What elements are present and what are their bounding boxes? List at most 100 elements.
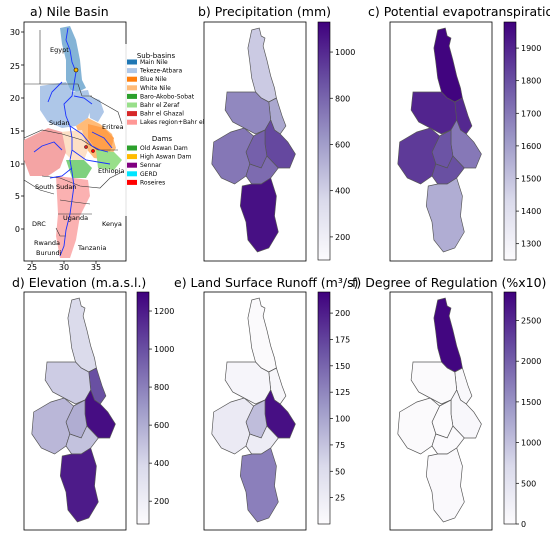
subbasin-main <box>67 297 97 373</box>
legend-label: Roseires <box>140 179 165 186</box>
legend-swatch <box>127 162 137 168</box>
legend-label: GERD <box>140 171 158 178</box>
colorbar-tick-label: 50 <box>335 467 345 476</box>
subbasin-main <box>247 297 277 373</box>
panel-c-map <box>397 27 482 253</box>
y-tick: 5 <box>15 192 20 201</box>
panel-a-title: a) Nile Basin <box>30 4 109 19</box>
legend-label: Bahr el Ghazal <box>140 111 184 118</box>
y-tick: 25 <box>10 62 20 71</box>
y-tick: 30 <box>10 28 20 37</box>
country-label: DRC <box>32 220 46 228</box>
country-label: Ethiopia <box>98 167 124 175</box>
dam-marker <box>91 149 95 153</box>
colorbar-tick-label: 150 <box>335 362 350 371</box>
colorbar-tick-label: 400 <box>154 459 169 468</box>
panel-b-title: b) Precipitation (mm) <box>198 4 331 19</box>
panel-a: a) Nile Basin 30 25 20 15 10 5 0 25 30 3… <box>10 4 221 272</box>
panel-a-y-ticks: 30 25 20 15 10 5 0 <box>10 28 24 234</box>
panel-a-x-ticks: 25 30 35 <box>27 261 101 272</box>
legend-label: White Nile <box>140 85 171 92</box>
colorbar-tick-label: 0 <box>521 520 526 529</box>
y-tick: 15 <box>10 127 20 136</box>
subbasin-lakes <box>239 177 279 253</box>
panel-d: d) Elevation (m.a.s.l.) 1200 1000 800 600 40… <box>12 275 174 531</box>
panel-b: b) Precipitation (mm) 1000 800 600 400 200 <box>198 4 355 262</box>
country-label: Uganda <box>63 214 88 222</box>
legend-swatch <box>127 76 137 82</box>
colorbar-tick-label: 1800 <box>521 77 541 86</box>
panel-a-country-labels: Egypt Sudan South Sudan Ethiopia Eritrea… <box>32 46 124 257</box>
colorbar-tick-label: 200 <box>335 309 350 318</box>
colorbar <box>136 291 150 525</box>
legend-swatch <box>127 59 137 65</box>
legend-swatch <box>127 171 137 177</box>
legend-swatch <box>127 111 137 117</box>
subbasins-legend-title: Sub-basins <box>137 52 176 60</box>
colorbar-tick-label: 2500 <box>521 316 541 325</box>
colorbar-tick-label: 500 <box>521 479 536 488</box>
panel-c: c) Potential evapotranspiration (mm) 190… <box>368 4 550 262</box>
colorbar-tick-label: 125 <box>335 388 350 397</box>
dam-marker <box>84 145 88 149</box>
y-tick: 20 <box>10 94 20 103</box>
y-tick: 0 <box>15 225 20 234</box>
colorbar-tick-label: 200 <box>154 497 169 506</box>
legend-label: Tekeze-Atbara <box>139 68 182 75</box>
colorbar-tick-label: 100 <box>335 415 350 424</box>
colorbar <box>503 21 517 261</box>
legend-label: Bahr el Zeraf <box>140 102 180 109</box>
legend-swatch <box>127 93 137 99</box>
colorbar-tick-label: 2000 <box>521 357 541 366</box>
country-label: Egypt <box>50 46 69 54</box>
colorbar-tick-label: 400 <box>335 187 350 196</box>
legend-swatch <box>127 68 137 74</box>
legend-label: Blue Nile <box>140 76 167 83</box>
panel-f-title: f) Degree of Regulation (%x10) <box>352 275 546 290</box>
colorbar-tick-label: 1000 <box>154 345 174 354</box>
panel-e: e) Land Surface Runoff (m³/s) 200 175 150 1… <box>174 275 358 531</box>
subbasin-lakes <box>425 177 465 253</box>
legend-swatch <box>127 154 137 160</box>
colorbar-tick-label: 1300 <box>521 240 541 249</box>
subbasin-lakes <box>239 447 279 523</box>
colorbar-tick-label: 1700 <box>521 109 541 118</box>
country-label: Tanzania <box>77 244 106 252</box>
country-label: Burundi <box>36 249 62 257</box>
colorbar <box>317 21 331 261</box>
colorbar-tick-label: 800 <box>335 94 350 103</box>
legend-swatch <box>127 85 137 91</box>
country-label: South Sudan <box>35 183 76 191</box>
panel-b-map <box>211 27 296 253</box>
dam-marker <box>73 67 79 73</box>
subbasin-lakes <box>59 447 99 523</box>
x-tick: 25 <box>27 263 37 272</box>
country-label: Sudan <box>49 119 69 127</box>
legend-swatch <box>127 119 137 125</box>
country-label: Rwanda <box>34 239 60 247</box>
colorbar <box>503 291 517 525</box>
legend-label: Sennar <box>140 162 162 169</box>
colorbar <box>317 291 331 525</box>
legend-label: Baro-Akobo-Sobat <box>140 93 195 100</box>
subbasin-main <box>247 27 277 103</box>
colorbar-tick-label: 75 <box>335 441 345 450</box>
colorbar-tick-label: 1500 <box>521 398 541 407</box>
country-label: Kenya <box>102 220 122 228</box>
colorbar-tick-label: 1400 <box>521 207 541 216</box>
colorbar-tick-label: 1500 <box>521 174 541 183</box>
colorbar-tick-label: 1600 <box>521 142 541 151</box>
colorbar-tick-label: 175 <box>335 335 350 344</box>
legend-swatch <box>127 102 137 108</box>
subbasin-main <box>433 297 463 373</box>
legend-label: Lakes region+Bahr el Jebel <box>140 119 221 126</box>
colorbar-tick-label: 1000 <box>521 439 541 448</box>
panel-f: f) Degree of Regulation (%x10) 2500 2000 1… <box>352 275 546 531</box>
subbasin-main <box>433 27 463 103</box>
colorbar-tick-label: 200 <box>335 233 350 242</box>
panel-d-map <box>31 297 116 523</box>
